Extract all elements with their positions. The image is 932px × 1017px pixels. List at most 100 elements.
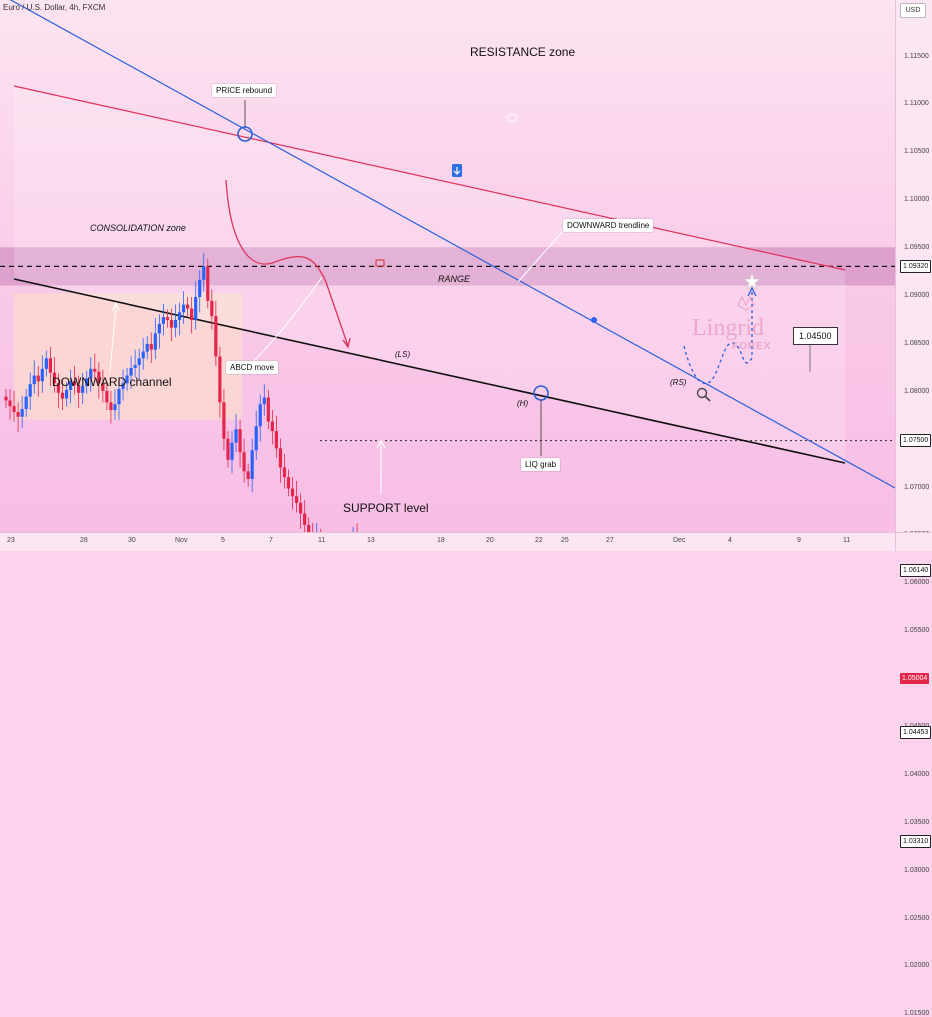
price-tick-label: 1.11000 [904,100,929,107]
price-tag: 1.05004 [900,673,929,684]
axis-corner [895,532,932,551]
price-tick-label: 1.09500 [904,244,929,251]
candle [271,422,274,432]
candle [150,344,153,350]
candle [154,333,157,349]
candle [238,429,241,452]
watermark-logo: Lingrid FOREX [692,315,764,342]
watermark-brand: Lingrid [692,315,764,341]
price-tick-label: 1.10000 [904,196,929,203]
price-tick-label: 1.04000 [904,771,929,778]
candle [186,305,189,309]
candle [182,305,185,313]
price-tick-label: 1.07000 [904,484,929,491]
candle [37,376,40,382]
price-tick-label: 1.03000 [904,867,929,874]
candle [295,496,298,503]
candle [247,471,250,479]
candle [146,344,149,352]
candle [255,426,258,450]
price-tick-label: 1.01500 [904,1010,929,1017]
time-tick-label: 28 [80,537,88,544]
candle [243,452,246,471]
rs-label: (RS) [670,378,686,387]
watermark-sub: FOREX [732,341,771,352]
candle [202,266,205,279]
candle [65,390,68,399]
candle [259,404,262,426]
candle [93,369,96,372]
candle [307,525,310,532]
candle [198,280,201,297]
candle [251,450,254,479]
price-tick-label: 1.10500 [904,148,929,155]
target-price-callout: 1.04500 [793,327,838,345]
candle [190,309,193,320]
candle [267,398,270,422]
ls-label: (LS) [395,350,410,359]
price-tick-label: 1.02500 [904,915,929,922]
time-tick-label: 11 [843,537,850,544]
candle [17,412,20,417]
time-tick-label: 9 [797,537,801,544]
range-label: RANGE [438,274,470,284]
time-tick-label: 4 [728,537,732,544]
candle [138,358,141,365]
time-tick-label: 27 [606,537,614,544]
candle [287,477,290,488]
price-tick-label: 1.11500 [904,53,929,60]
candle [4,397,7,401]
price-tag: 1.04453 [900,726,931,739]
time-tick-label: Nov [175,537,187,544]
price-tick-label: 1.08500 [904,340,929,347]
candle [45,358,48,369]
candle [12,406,15,412]
candle [174,320,177,328]
time-tick-label: 20 [486,537,494,544]
candle [109,402,112,410]
candle [218,356,221,402]
resistance-zone-label: RESISTANCE zone [470,45,575,59]
candle [194,297,197,320]
currency-button[interactable]: USD [900,3,926,18]
candle [25,397,28,409]
candle [275,431,278,448]
candle [41,369,44,381]
breakout-dot [591,317,597,323]
time-tick-label: 18 [437,537,445,544]
time-tick-label: 11 [318,537,325,544]
candle [170,320,173,328]
candle [105,391,108,402]
candle [234,429,237,442]
price-tag: 1.07500 [900,434,931,447]
time-tick-label: 13 [367,537,375,544]
candle [142,352,145,359]
candle [283,467,286,477]
price-tag: 1.09320 [900,260,931,273]
chart-area[interactable]: RESISTANCE zone PRICE rebound CONSOLIDAT… [0,0,895,532]
time-tick-label: 22 [535,537,543,544]
candle [303,513,306,524]
candle [279,448,282,467]
symbol-title: Euro / U.S. Dollar, 4h, FXCM [3,3,105,12]
candle [299,503,302,514]
consolidation-zone-label: CONSOLIDATION zone [90,223,186,233]
time-tick-label: 7 [269,537,273,544]
price-chart[interactable] [0,0,895,532]
candle [21,409,24,417]
candle [134,365,137,368]
time-tick-label: 23 [7,537,15,544]
price-tag: 1.06140 [900,564,931,577]
price-rebound-label: PRICE rebound [212,84,276,97]
time-axis[interactable]: 23 28 30 Nov 5 7 11 13 18 20 22 25 27 Dec 4 9 11 [0,532,895,551]
support-level-label: SUPPORT level [343,501,429,515]
candle [113,404,116,410]
liq-grab-label: LIQ grab [521,458,560,471]
candle [162,317,165,324]
downward-trendline-label: DOWNWARD trendline [563,219,653,232]
downward-channel-label: DOWNWARD channel [52,375,172,389]
candle [291,489,294,497]
price-tick-label: 1.02000 [904,962,929,969]
candle [29,384,32,396]
price-tick-label: 1.05500 [904,627,929,634]
